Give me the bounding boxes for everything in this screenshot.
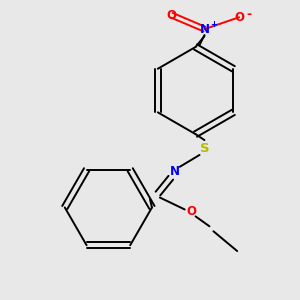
Text: S: S xyxy=(200,142,209,154)
Text: +: + xyxy=(210,20,217,29)
Text: N: N xyxy=(170,165,180,178)
Text: O: O xyxy=(167,9,177,22)
Text: N: N xyxy=(200,22,209,36)
Text: O: O xyxy=(234,11,244,24)
Text: -: - xyxy=(247,8,252,21)
Text: O: O xyxy=(187,205,196,218)
